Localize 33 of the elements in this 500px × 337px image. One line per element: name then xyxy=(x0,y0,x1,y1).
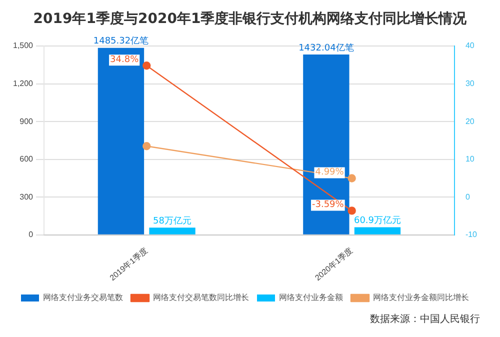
y2-tick-label: -10 xyxy=(465,230,478,240)
data-label: 4.99% xyxy=(315,168,344,178)
legend-label: 网络支付业务金额同比增长 xyxy=(373,293,469,302)
data-label: 60.9万亿元 xyxy=(354,215,402,226)
y-tick-label: 0 xyxy=(28,230,34,240)
y2-tick-label: 30 xyxy=(465,78,475,88)
y-tick-label: 300 xyxy=(20,192,34,202)
data-label: 34.8% xyxy=(110,54,140,65)
bar xyxy=(303,54,350,234)
chart-title: 2019年1季度与2020年1季度非银行支付机构网络支付同比增长情况 xyxy=(32,10,468,29)
bar xyxy=(98,48,144,234)
bar xyxy=(354,227,401,234)
y-tick-label: 900 xyxy=(20,116,34,126)
point xyxy=(142,62,151,70)
y2-tick-label: 0 xyxy=(465,192,470,202)
data-label: 58万亿元 xyxy=(153,215,192,226)
legend-label: 网络支付业务交易笔数 xyxy=(43,293,123,302)
y-tick-label: 600 xyxy=(20,154,34,164)
legend-label: 网络支付业务金额 xyxy=(279,293,343,302)
y-tick-label: 1,500 xyxy=(12,41,34,50)
data-label: 1485.32亿笔 xyxy=(93,36,149,47)
bar xyxy=(149,228,196,234)
source-note: 数据来源：中国人民银行 xyxy=(370,312,480,326)
data-label: -3.59% xyxy=(312,200,344,210)
legend-label: 网络支付交易笔数同比增长 xyxy=(153,293,249,302)
data-label: 1432.04亿笔 xyxy=(298,42,354,54)
y2-tick-label: 20 xyxy=(465,116,475,126)
y2-tick-label: 40 xyxy=(465,41,475,50)
point xyxy=(348,206,356,215)
point xyxy=(142,142,151,150)
y-tick-label: 1,200 xyxy=(12,78,34,88)
y2-tick-label: 10 xyxy=(465,154,475,164)
point xyxy=(348,174,356,182)
